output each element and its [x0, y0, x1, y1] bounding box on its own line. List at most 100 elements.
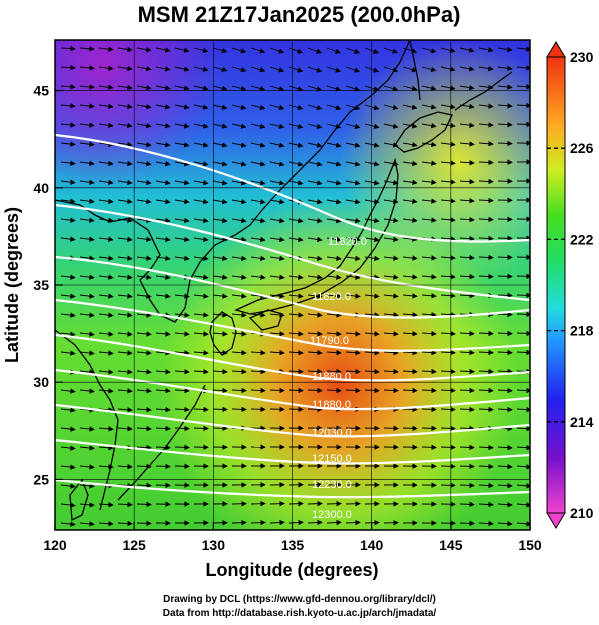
- wind-arrow: [345, 47, 360, 54]
- colorbar-top-arrow: [546, 41, 566, 58]
- wind-arrow: [193, 198, 209, 205]
- wind-arrow: [383, 236, 399, 242]
- wind-arrow: [269, 199, 285, 205]
- wind-arrow: [79, 350, 95, 356]
- wind-arrow: [155, 179, 171, 186]
- wind-arrow: [269, 349, 285, 356]
- wind-arrow: [478, 216, 494, 223]
- wind-arrow: [516, 502, 530, 508]
- wind-arrow: [307, 47, 323, 54]
- wind-arrow: [516, 483, 530, 489]
- wind-arrow: [79, 198, 95, 204]
- wind-arrow: [117, 122, 133, 129]
- wind-arrow: [136, 312, 152, 318]
- wind-arrow: [250, 368, 266, 375]
- wind-arrow: [174, 425, 190, 432]
- wind-arrow: [79, 464, 95, 470]
- wind-arrow: [307, 161, 323, 167]
- wind-arrow: [516, 46, 530, 52]
- wind-arrow: [326, 236, 342, 243]
- wind-arrow: [459, 273, 475, 280]
- wind-arrow: [326, 255, 342, 261]
- wind-arrow: [402, 274, 418, 280]
- wind-arrow: [402, 104, 418, 110]
- wind-arrow: [155, 293, 171, 299]
- wind-arrow: [440, 104, 456, 110]
- colorbar-tick-label: 222: [570, 231, 594, 247]
- wind-arrow: [117, 350, 133, 356]
- wind-arrow: [231, 350, 247, 356]
- wind-arrow: [193, 161, 209, 167]
- wind-arrow: [136, 407, 152, 413]
- wind-arrow: [193, 312, 209, 318]
- wind-arrow: [193, 406, 209, 413]
- wind-arrow: [250, 66, 266, 73]
- wind-arrow: [459, 482, 475, 489]
- wind-arrow: [250, 255, 266, 261]
- colorbar-bottom-arrow: [546, 512, 566, 529]
- wind-arrow: [136, 236, 152, 242]
- wind-arrow: [345, 331, 361, 337]
- wind-arrow: [231, 104, 247, 110]
- wind-arrow: [155, 123, 171, 129]
- wind-arrow: [307, 349, 323, 356]
- wind-arrow: [440, 330, 456, 337]
- wind-arrow: [193, 350, 209, 356]
- y-tick-label: 40: [33, 180, 49, 196]
- wind-arrow: [478, 368, 494, 375]
- wind-arrow: [402, 255, 418, 261]
- wind-arrow: [60, 388, 76, 394]
- wind-arrow: [421, 406, 437, 413]
- wind-arrow: [98, 198, 114, 204]
- wind-arrow: [193, 368, 209, 375]
- wind-arrow: [98, 160, 114, 167]
- wind-arrow: [79, 293, 95, 299]
- wind-arrow: [345, 85, 361, 92]
- wind-arrow: [345, 368, 361, 375]
- wind-arrow: [193, 104, 209, 110]
- colorbar-tick-label: 226: [570, 140, 594, 156]
- wind-arrow: [364, 387, 380, 394]
- wind-arrow: [307, 66, 323, 73]
- wind-arrow: [231, 312, 247, 318]
- wind-arrow: [212, 293, 228, 299]
- wind-arrow: [383, 123, 399, 129]
- wind-arrow: [307, 142, 323, 148]
- wind-arrow: [402, 312, 418, 318]
- wind-arrow: [98, 255, 114, 261]
- wind-arrow: [288, 180, 304, 186]
- coastline-sakhalin: [409, 40, 421, 101]
- wind-arrow: [117, 312, 133, 318]
- wind-arrow: [307, 519, 323, 526]
- wind-arrow: [421, 141, 437, 148]
- wind-arrow: [459, 197, 475, 204]
- wind-arrow: [516, 121, 530, 128]
- wind-arrow: [117, 141, 133, 148]
- wind-arrow: [231, 161, 247, 167]
- wind-arrow: [231, 387, 247, 394]
- wind-arrow: [307, 180, 323, 186]
- wind-arrow: [174, 198, 190, 205]
- wind-arrow: [212, 142, 228, 148]
- wind-arrow: [516, 349, 530, 356]
- contour-line-1: [55, 133, 530, 243]
- wind-arrow: [136, 350, 152, 356]
- wind-arrow: [440, 160, 456, 166]
- wind-arrow: [193, 123, 209, 129]
- wind-arrow: [440, 198, 456, 204]
- wind-arrow: [402, 387, 418, 394]
- x-tick-label: 135: [281, 537, 305, 553]
- wind-arrow: [383, 368, 399, 375]
- wind-arrow: [402, 85, 418, 92]
- chart-title: MSM 21Z17Jan2025 (200.0hPa): [138, 2, 461, 27]
- wind-arrow: [117, 84, 133, 91]
- wind-arrow: [307, 293, 323, 299]
- wind-arrow: [98, 122, 114, 128]
- wind-arrow: [421, 387, 437, 394]
- colorbar-tick-label: 230: [570, 49, 594, 65]
- wind-arrow: [193, 425, 209, 432]
- wind-arrow: [231, 274, 247, 280]
- wind-arrow: [497, 501, 513, 508]
- wind-arrow: [307, 104, 323, 111]
- wind-arrow: [212, 85, 228, 91]
